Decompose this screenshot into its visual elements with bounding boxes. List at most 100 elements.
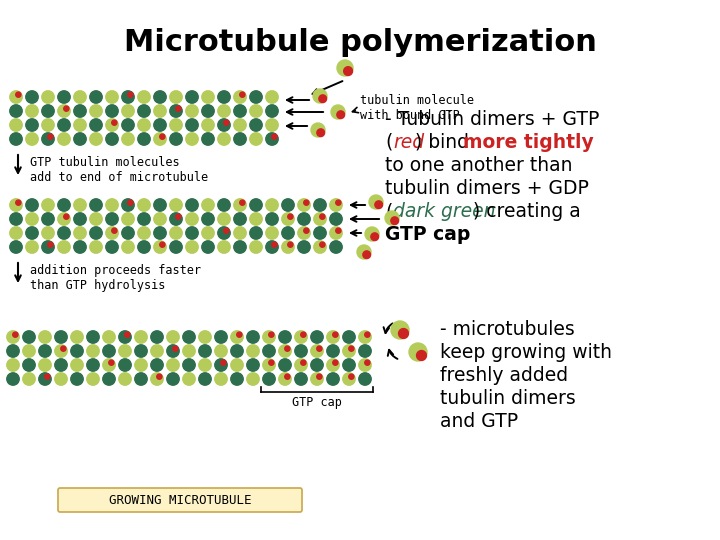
Circle shape [330,241,342,253]
Circle shape [150,345,163,357]
Circle shape [224,120,229,125]
Circle shape [73,199,86,211]
Circle shape [365,360,370,365]
Circle shape [217,227,230,239]
Circle shape [58,227,71,239]
Circle shape [55,373,67,385]
Circle shape [234,91,246,103]
Circle shape [269,360,274,365]
Circle shape [170,241,182,253]
Circle shape [399,328,408,339]
Circle shape [73,133,86,145]
Circle shape [10,213,22,225]
Circle shape [173,346,178,351]
Circle shape [250,227,262,239]
Circle shape [58,91,71,103]
Text: ) creating a: ) creating a [473,202,581,221]
Circle shape [263,359,275,371]
Circle shape [336,200,341,205]
Circle shape [250,213,262,225]
Circle shape [73,241,86,253]
Circle shape [266,199,278,211]
Circle shape [154,119,166,131]
Circle shape [103,345,115,357]
Circle shape [359,359,372,371]
Circle shape [106,105,118,117]
Circle shape [240,92,245,97]
Circle shape [363,251,371,259]
Circle shape [234,133,246,145]
Circle shape [317,129,325,137]
Circle shape [10,241,22,253]
Circle shape [359,345,372,357]
Circle shape [279,331,291,343]
Circle shape [112,228,117,233]
Circle shape [154,105,166,117]
Circle shape [263,331,275,343]
Circle shape [39,359,51,371]
Circle shape [39,345,51,357]
Circle shape [119,373,131,385]
Circle shape [39,331,51,343]
Circle shape [109,360,114,365]
Circle shape [317,374,322,379]
Circle shape [154,91,166,103]
Circle shape [250,241,262,253]
Circle shape [26,119,38,131]
Text: addition proceeds faster
than GTP hydrolysis: addition proceeds faster than GTP hydrol… [30,264,201,292]
Circle shape [348,346,354,351]
Circle shape [417,350,426,361]
Circle shape [170,227,182,239]
Circle shape [199,345,211,357]
Circle shape [58,119,71,131]
Circle shape [250,91,262,103]
Circle shape [10,199,22,211]
Circle shape [138,105,150,117]
Circle shape [160,242,165,247]
Circle shape [247,373,259,385]
Circle shape [154,133,166,145]
Circle shape [122,105,134,117]
Circle shape [320,242,325,247]
Circle shape [348,374,354,379]
Circle shape [64,214,69,219]
Circle shape [231,359,243,371]
Circle shape [183,331,195,343]
Circle shape [58,105,71,117]
Circle shape [150,331,163,343]
Circle shape [266,241,278,253]
Circle shape [71,373,84,385]
Circle shape [135,345,147,357]
Circle shape [320,214,325,219]
Circle shape [154,227,166,239]
Circle shape [42,227,54,239]
Circle shape [266,213,278,225]
Circle shape [138,227,150,239]
Circle shape [87,345,99,357]
Circle shape [58,199,71,211]
Circle shape [250,199,262,211]
Circle shape [26,199,38,211]
Circle shape [60,346,66,351]
Circle shape [186,119,198,131]
Circle shape [10,91,22,103]
Circle shape [73,227,86,239]
Circle shape [10,227,22,239]
Text: freshly added: freshly added [440,366,568,385]
Circle shape [90,133,102,145]
Text: more tightly: more tightly [463,133,594,152]
Circle shape [313,89,327,103]
Circle shape [298,213,310,225]
Circle shape [221,360,226,365]
Circle shape [311,345,323,357]
Circle shape [170,213,182,225]
Circle shape [311,123,325,137]
Circle shape [369,195,383,209]
Circle shape [311,359,323,371]
Circle shape [170,105,182,117]
Circle shape [282,199,294,211]
Circle shape [23,331,35,343]
Circle shape [167,331,179,343]
Text: ) bind: ) bind [415,133,475,152]
Circle shape [16,200,21,205]
